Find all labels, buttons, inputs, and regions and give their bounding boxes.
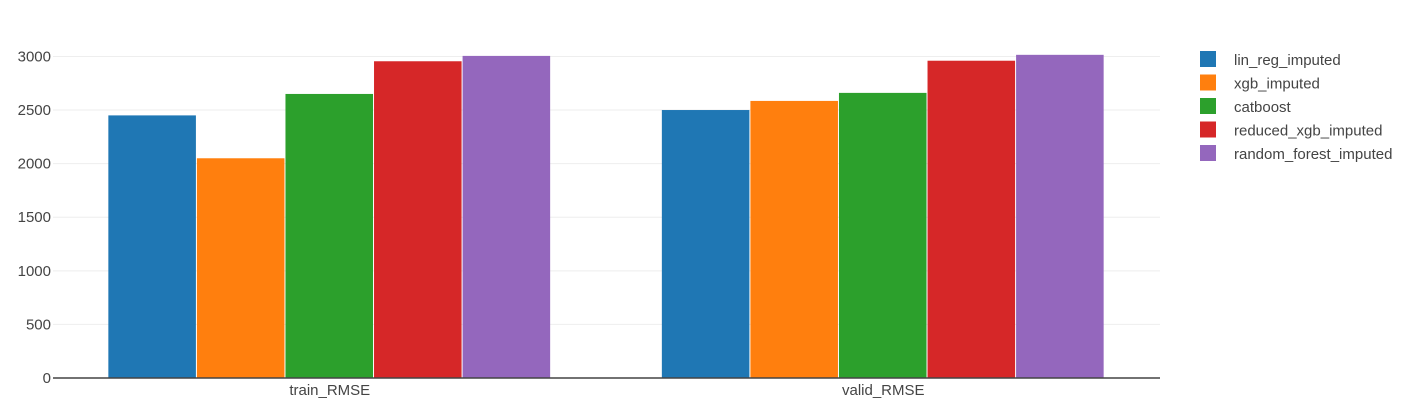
y-tick-label: 0 [43,370,51,387]
legend-label: catboost [1234,99,1292,116]
legend-swatch [1200,98,1216,114]
y-tick-label: 2500 [18,102,51,119]
legend-label: random_forest_imputed [1234,146,1392,163]
legend-swatch [1200,74,1216,91]
legend-item-random_forest_imputed[interactable]: random_forest_imputed [1200,145,1392,163]
y-tick-label: 500 [26,316,51,333]
legend-swatch [1200,121,1216,138]
x-axis-ticks: train_RMSE valid_RMSE [289,382,924,399]
legend-item-xgb_imputed[interactable]: xgb_imputed [1200,74,1320,93]
y-tick-label: 3000 [18,48,51,65]
legend-swatch [1200,51,1216,67]
bar-reduced_xgb_imputed-valid_RMSE[interactable] [927,60,1016,378]
bar-catboost-train_RMSE[interactable] [285,93,374,378]
y-axis-ticks: 0 500 1000 1500 2000 2500 3000 [18,48,51,387]
legend-label: xgb_imputed [1234,76,1320,93]
bar-lin_reg_imputed-train_RMSE[interactable] [108,115,196,378]
bar-xgb_imputed-train_RMSE[interactable] [196,158,285,378]
legend-item-reduced_xgb_imputed[interactable]: reduced_xgb_imputed [1200,121,1382,140]
legend-item-catboost[interactable]: catboost [1200,98,1292,116]
bar-reduced_xgb_imputed-train_RMSE[interactable] [374,61,462,378]
bar-catboost-valid_RMSE[interactable] [838,92,927,378]
legend-item-lin_reg_imputed[interactable]: lin_reg_imputed [1200,51,1341,69]
bar-lin_reg_imputed-valid_RMSE[interactable] [661,110,750,378]
y-tick-label: 2000 [18,156,51,173]
legend[interactable]: lin_reg_imputed xgb_imputed catboost reduce… [1200,51,1392,163]
y-tick-label: 1500 [18,209,51,226]
x-tick-label: valid_RMSE [842,382,925,399]
bar-xgb_imputed-valid_RMSE[interactable] [750,100,838,379]
legend-label: reduced_xgb_imputed [1234,123,1382,140]
x-tick-label: train_RMSE [289,382,370,399]
bar-random_forest_imputed-valid_RMSE[interactable] [1016,54,1104,378]
y-tick-label: 1000 [18,263,51,280]
bar-random_forest_imputed-train_RMSE[interactable] [462,55,551,379]
legend-swatch [1200,145,1216,161]
bars [108,54,1104,379]
legend-label: lin_reg_imputed [1234,52,1341,69]
